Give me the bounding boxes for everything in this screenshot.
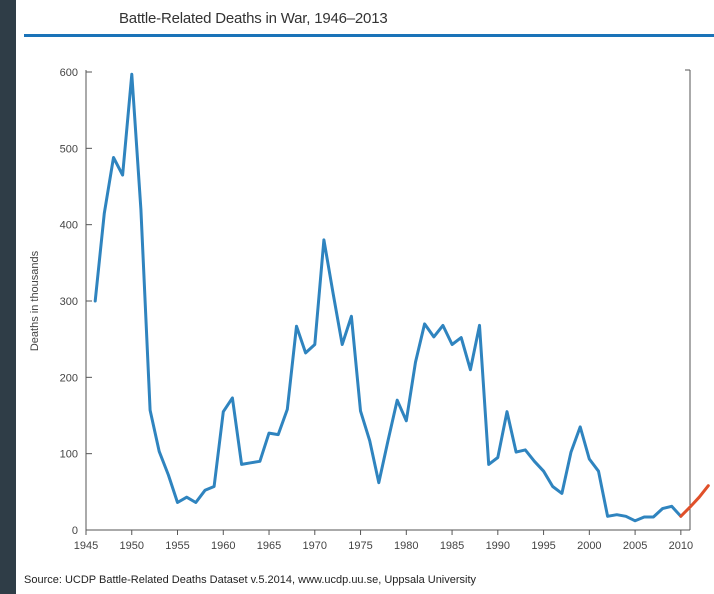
source-note: Source: UCDP Battle-Related Deaths Datas…	[24, 574, 477, 586]
x-tick-label: 1990	[486, 540, 510, 552]
x-tick-label: 1975	[348, 540, 372, 552]
x-tick-label: 1955	[165, 540, 189, 552]
x-tick-label: 1985	[440, 540, 464, 552]
y-tick-label: 500	[60, 143, 78, 155]
y-axis-label: Deaths in thousands	[29, 250, 41, 351]
x-tick-label: 1950	[120, 540, 144, 552]
chart-panel: Battle-Related Deaths in War, 1946–2013 …	[16, 0, 714, 594]
chart-title: Battle-Related Deaths in War, 1946–2013	[119, 10, 388, 27]
y-tick-label: 400	[60, 220, 78, 232]
title-rule	[24, 34, 714, 37]
series-line-recent	[679, 484, 710, 518]
x-tick-label: 1960	[211, 540, 235, 552]
series-line-battle-deaths	[93, 72, 683, 523]
x-tick-label: 1945	[74, 540, 98, 552]
x-tick-label: 2010	[669, 540, 693, 552]
x-tick-label: 1970	[303, 540, 327, 552]
x-tick-label: 1995	[531, 540, 555, 552]
x-tick-label: 1965	[257, 540, 281, 552]
x-tick-label: 1980	[394, 540, 418, 552]
y-tick-label: 300	[60, 296, 78, 308]
y-tick-label: 600	[60, 67, 78, 79]
y-tick-label: 100	[60, 449, 78, 461]
x-tick-label: 2000	[577, 540, 601, 552]
y-tick-label: 200	[60, 372, 78, 384]
y-tick-label: 0	[72, 525, 78, 537]
line-chart: 0 100 200 300 400 500 600 1945 1950 1955 1960 1965 1…	[29, 67, 710, 552]
x-tick-label: 2005	[623, 540, 647, 552]
